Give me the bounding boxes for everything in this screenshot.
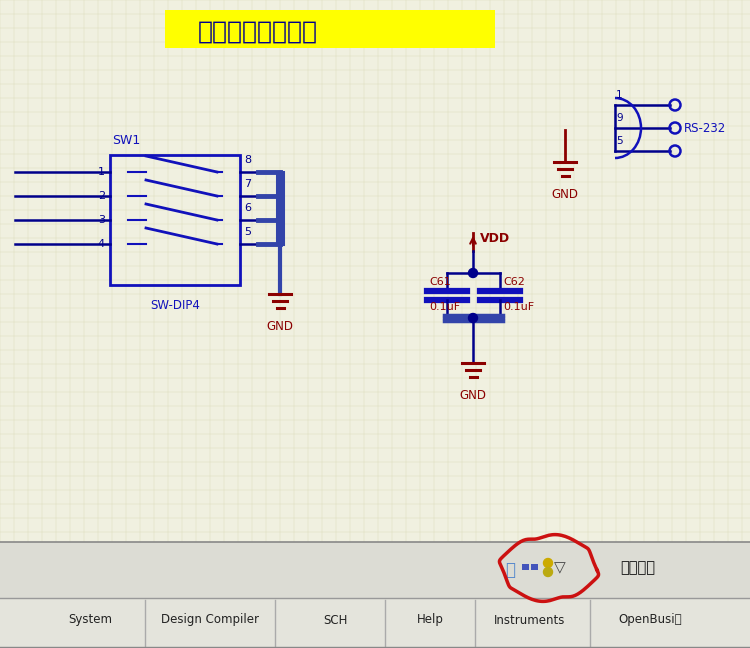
Text: System: System <box>68 614 112 627</box>
Text: C62: C62 <box>503 277 525 287</box>
Text: 7: 7 <box>244 179 251 189</box>
Text: C61: C61 <box>429 277 451 287</box>
Text: 掩膜级别: 掩膜级别 <box>620 561 655 575</box>
Text: SCH: SCH <box>322 614 347 627</box>
Text: 5: 5 <box>616 136 622 146</box>
Text: 2: 2 <box>98 191 105 201</box>
Text: GND: GND <box>460 389 487 402</box>
Text: 3: 3 <box>98 215 105 225</box>
Text: ▽: ▽ <box>554 561 566 575</box>
Bar <box>522 564 529 570</box>
Bar <box>0 542 750 648</box>
Text: 8: 8 <box>244 155 251 165</box>
Text: 1: 1 <box>98 167 105 177</box>
Bar <box>531 564 538 570</box>
Text: 5: 5 <box>244 227 251 237</box>
Circle shape <box>544 559 553 568</box>
Text: OpenBusi调: OpenBusi调 <box>618 614 682 627</box>
Circle shape <box>544 568 553 577</box>
Bar <box>0 542 750 598</box>
Text: Design Compiler: Design Compiler <box>161 614 259 627</box>
Text: SW1: SW1 <box>112 134 140 147</box>
Text: 1: 1 <box>616 90 622 100</box>
Text: 9: 9 <box>616 113 622 123</box>
Text: 4: 4 <box>98 239 105 249</box>
Text: GND: GND <box>266 320 293 333</box>
Circle shape <box>469 314 478 323</box>
Text: RS-232: RS-232 <box>684 122 726 135</box>
Text: 6: 6 <box>244 203 251 213</box>
Text: VDD: VDD <box>480 231 510 244</box>
Text: 0.1uF: 0.1uF <box>503 302 534 312</box>
Text: GND: GND <box>551 188 578 201</box>
Text: 🖊: 🖊 <box>505 561 515 579</box>
Text: Instruments: Instruments <box>494 614 566 627</box>
Text: Help: Help <box>416 614 443 627</box>
Text: 0.1uF: 0.1uF <box>429 302 460 312</box>
Bar <box>110 155 240 285</box>
Text: 原理图中可以这样: 原理图中可以这样 <box>198 20 318 44</box>
Bar <box>165 10 495 48</box>
Bar <box>0 598 750 648</box>
Circle shape <box>469 268 478 277</box>
Text: SW-DIP4: SW-DIP4 <box>150 299 200 312</box>
